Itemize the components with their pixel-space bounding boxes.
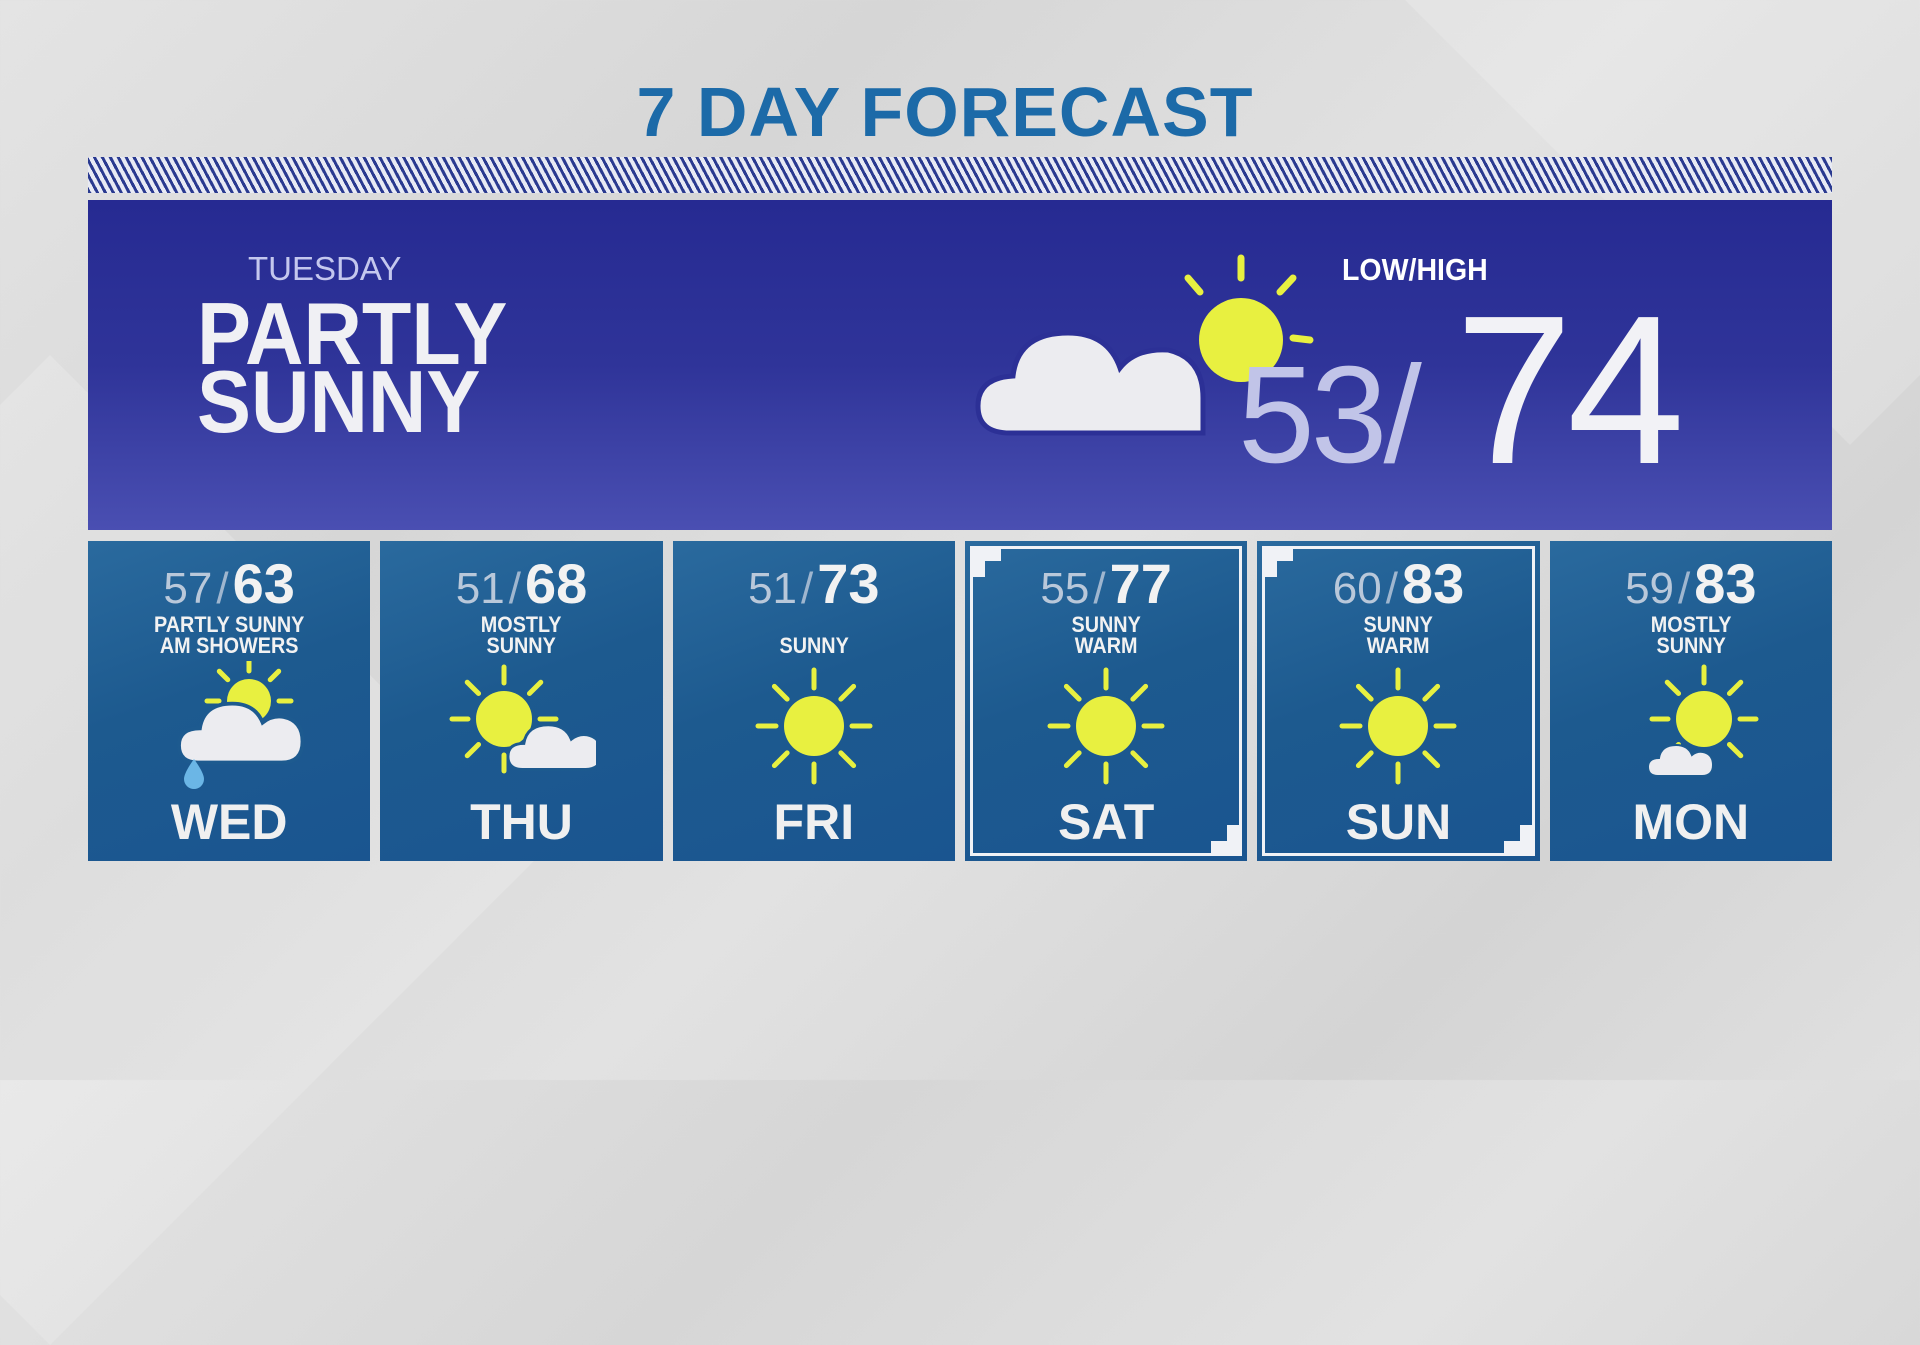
forecast-tile-thu: 51/68 MOSTLY SUNNY THU bbox=[380, 541, 663, 861]
condition-line: SUNNY bbox=[779, 633, 849, 658]
sunny-icon bbox=[1031, 661, 1181, 791]
today-condition: PARTLY SUNNY bbox=[197, 284, 508, 451]
condition-line: PARTLY SUNNY bbox=[153, 612, 305, 637]
condition: PARTLY SUNNY AM SHOWERS bbox=[88, 612, 370, 658]
condition-line: AM SHOWERS bbox=[159, 633, 299, 658]
condition-line: WARM bbox=[1074, 633, 1138, 658]
day-name: FRI bbox=[773, 794, 855, 850]
low-temp: 51 bbox=[748, 564, 798, 613]
forecast-tile-fri: 51/73 SUNNY FRI bbox=[672, 541, 955, 861]
low-temp: 55 bbox=[1040, 564, 1090, 613]
temps: 59/83 bbox=[1550, 551, 1832, 616]
mostly-sunny-icon bbox=[446, 661, 604, 791]
high-temp: 68 bbox=[524, 552, 588, 615]
day-name: SAT bbox=[1058, 794, 1155, 850]
today-high: 74 bbox=[1455, 271, 1685, 508]
high-temp: 83 bbox=[1401, 552, 1465, 615]
condition: MOSTLY SUNNY bbox=[380, 612, 662, 658]
today-panel: TUESDAY PARTLY SUNNY LOW/HIGH 53/ 74 bbox=[88, 200, 1832, 530]
corner-bracket bbox=[1265, 549, 1294, 577]
hatch-divider bbox=[88, 157, 1832, 193]
forecast-tile-wed: 57/63 PARTLY SUNNY AM SHOWERS WED bbox=[88, 541, 371, 861]
partly-sunny-icon bbox=[975, 254, 1314, 436]
condition-line: PARTLY bbox=[197, 284, 508, 383]
temps: 51/68 bbox=[380, 551, 662, 616]
condition-line: WARM bbox=[1367, 633, 1430, 658]
slash: / bbox=[1093, 564, 1106, 613]
corner-bracket bbox=[1211, 825, 1240, 853]
forecast-tile-sun: 60/83 SUNNY WARM SUN bbox=[1257, 541, 1540, 861]
temps: 57/63 bbox=[88, 551, 370, 616]
low-high-label: LOW/HIGH bbox=[1342, 252, 1488, 287]
temps: 55/77 bbox=[965, 551, 1247, 616]
condition-line: SUNNY bbox=[197, 352, 481, 451]
condition: SUNNY WARM bbox=[1257, 612, 1539, 658]
condition-line bbox=[687, 614, 941, 635]
condition: SUNNY WARM bbox=[965, 612, 1247, 658]
mostly-sunny-small-cloud-icon bbox=[1616, 661, 1766, 791]
sunny-icon bbox=[739, 661, 889, 791]
day-name: SUN bbox=[1345, 794, 1452, 850]
temps: 60/83 bbox=[1257, 551, 1539, 616]
condition-line: SUNNY bbox=[1363, 612, 1434, 637]
low-temp: 59 bbox=[1625, 564, 1675, 613]
condition: SUNNY bbox=[673, 614, 955, 658]
low-temp: 60 bbox=[1332, 564, 1382, 613]
sunny-icon bbox=[1323, 661, 1473, 791]
corner-bracket bbox=[1503, 825, 1532, 853]
slash: / bbox=[1385, 564, 1398, 613]
condition: MOSTLY SUNNY bbox=[1550, 612, 1832, 658]
forecast-tile-mon: 59/83 MOSTLY SUNNY MON bbox=[1549, 541, 1832, 861]
condition-line: MOSTLY bbox=[1650, 612, 1732, 637]
slash: / bbox=[801, 564, 814, 613]
high-temp: 83 bbox=[1694, 552, 1757, 615]
condition-line: SUNNY bbox=[486, 633, 557, 658]
day-name: WED bbox=[170, 794, 288, 850]
today-day: TUESDAY bbox=[248, 250, 402, 287]
day-name: MON bbox=[1632, 794, 1750, 850]
high-temp: 73 bbox=[817, 552, 880, 615]
high-temp: 63 bbox=[232, 552, 295, 615]
day-name: THU bbox=[470, 794, 573, 850]
forecast-tile-sat: 55/77 SUNNY WARM SAT bbox=[964, 541, 1248, 861]
temps: 51/73 bbox=[673, 551, 955, 616]
corner-bracket bbox=[972, 549, 1001, 577]
low-temp: 51 bbox=[455, 564, 505, 613]
slash: / bbox=[508, 564, 521, 613]
low-temp: 57 bbox=[163, 564, 213, 613]
today-low: 53/ bbox=[1238, 338, 1422, 492]
condition-line: SUNNY bbox=[1656, 633, 1726, 658]
slash: / bbox=[216, 564, 229, 613]
forecast-tiles: 57/63 PARTLY SUNNY AM SHOWERS WED 51/68 … bbox=[88, 541, 1832, 861]
partly-sunny-showers-icon bbox=[154, 656, 305, 791]
condition-line: MOSTLY bbox=[481, 612, 562, 637]
page-title: 7 DAY FORECAST bbox=[636, 73, 1254, 151]
condition-line: SUNNY bbox=[1071, 612, 1141, 637]
high-temp: 77 bbox=[1109, 552, 1172, 615]
slash: / bbox=[1678, 564, 1691, 613]
